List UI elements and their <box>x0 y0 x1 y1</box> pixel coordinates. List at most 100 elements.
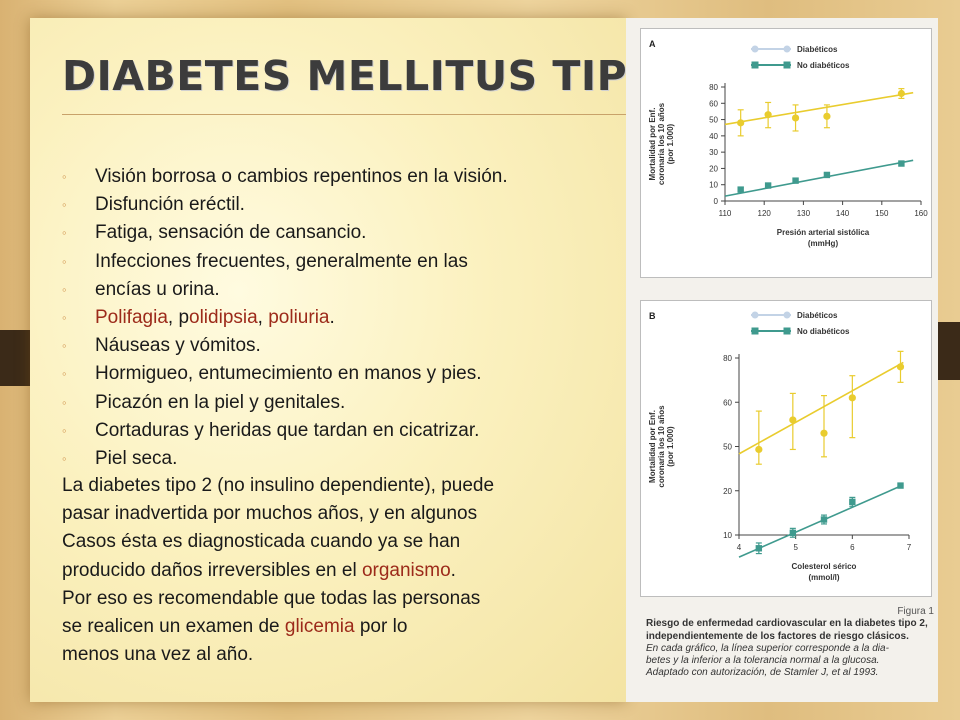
text-run: . <box>450 559 456 581</box>
data-point-diabetic <box>897 89 905 98</box>
bullet-marker-icon: ◦ <box>62 253 67 269</box>
legend-marker-diabetic <box>751 45 759 53</box>
y-axis-title-line: Mortalidad por Enf. <box>648 108 657 181</box>
data-point-diabetic <box>896 363 905 371</box>
bullet-marker-icon: ◦ <box>62 225 67 241</box>
bullet-item: ◦ Náuseas y vómitos. <box>62 332 508 360</box>
text-run: Picazón en la piel y genitales. <box>95 391 346 413</box>
data-point-diabetic <box>755 445 763 454</box>
y-tick-label: 50 <box>709 116 718 125</box>
y-axis-title-line: (por 1.000) <box>666 123 675 164</box>
legend-label-diabetic: Diabéticos <box>797 45 838 54</box>
bullet-item: ◦ Disfunción eréctil. <box>62 191 508 219</box>
legend-label-diabetic: Diabéticos <box>797 311 838 320</box>
chart-panel-a: A Diabéticos No diabéticos 0 10 20 30 40 50 60 80 1… <box>640 28 932 278</box>
y-axis-title-line: coronaria los 10 años <box>657 405 666 488</box>
paragraph-line: se realicen un examen de glicemia por lo <box>62 613 602 641</box>
bullet-marker-icon: ◦ <box>62 394 67 410</box>
bullet-item: ◦ Visión borrosa o cambios repentinos en … <box>62 163 508 191</box>
y-tick-label: 80 <box>723 354 732 363</box>
bullet-marker-icon: ◦ <box>62 422 67 438</box>
text-run: , p <box>167 307 190 329</box>
paragraph-line: menos una vez al año. <box>62 641 602 669</box>
y-tick-label: 0 <box>714 197 719 206</box>
data-point-nondiabetic <box>823 171 831 179</box>
panel-letter: B <box>649 311 656 321</box>
text-run: pasar inadvertida por muchos años, y en … <box>62 503 478 525</box>
text-run: Visión borrosa o cambios repentinos en l… <box>95 166 508 187</box>
text-run: se realicen un examen de <box>62 616 285 638</box>
x-tick-label: 130 <box>797 209 811 218</box>
caption-line: Adaptado con autorización, de Stamler J,… <box>646 667 879 679</box>
bullet-marker-icon: ◦ <box>62 366 67 382</box>
x-tick-label: 120 <box>758 209 772 218</box>
title-underline <box>62 114 626 115</box>
trend-line-diabetic <box>724 91 914 126</box>
data-point-diabetic <box>789 416 797 424</box>
x-tick-label: 140 <box>836 209 850 218</box>
chart-b-svg: B Diabéticos No diabéticos 10 20 50 60 80 4 5 6 7 Co… <box>648 311 912 582</box>
data-point-nondiabetic <box>820 516 828 523</box>
legend-label-nondiabetic: No diabéticos <box>797 327 850 336</box>
symptom-list: ◦ Visión borrosa o cambios repentinos en … <box>62 163 508 473</box>
caption-line: En cada gráfico, la línea superior corre… <box>646 642 889 654</box>
x-axis-title: Colesterol sérico <box>792 562 857 571</box>
data-point-nondiabetic <box>755 545 763 552</box>
text-run: Náuseas y vómitos. <box>95 335 261 357</box>
legend-marker-diabetic <box>783 45 791 53</box>
legend-marker-diabetic <box>783 311 791 319</box>
text-run: Casos ésta es diagnosticada cuando ya se… <box>62 531 461 553</box>
bullet-marker-icon: ◦ <box>62 169 67 184</box>
y-tick-label: 80 <box>709 83 718 92</box>
x-tick-label: 160 <box>914 209 928 218</box>
x-tick-label: 7 <box>907 543 912 552</box>
paragraph-line: producido daños irreversibles en el orga… <box>62 557 602 585</box>
text-run: La diabetes tipo 2 (no insulino dependie… <box>62 475 495 496</box>
bullet-marker-icon: ◦ <box>62 281 67 297</box>
text-run: encías u orina. <box>95 278 220 300</box>
data-point-nondiabetic <box>737 186 744 193</box>
description-paragraph: La diabetes tipo 2 (no insulino dependie… <box>62 472 602 669</box>
paragraph-line: La diabetes tipo 2 (no insulino dependie… <box>62 472 602 500</box>
x-tick-label: 5 <box>793 543 798 552</box>
y-tick-label: 60 <box>709 99 718 108</box>
bullet-item: ◦ Fatiga, sensación de cansancio. <box>62 219 508 247</box>
caption-line: betes y la inferior a la tolerancia norm… <box>646 655 880 667</box>
slide-panel <box>30 18 626 702</box>
data-point-nondiabetic <box>849 498 856 506</box>
legend-marker-diabetic <box>751 311 759 319</box>
text-run: Hormigueo, entumecimiento en manos y pie… <box>95 363 482 385</box>
bullet-item: ◦ Picazón en la piel y genitales. <box>62 389 508 417</box>
legend-marker-nondiabetic <box>783 327 791 335</box>
x-tick-label: 4 <box>737 543 742 552</box>
figure-caption: Figura 1 Riesgo de enfermedad cardiovasc… <box>646 606 934 680</box>
paragraph-line: Casos ésta es diagnosticada cuando ya se… <box>62 528 602 556</box>
y-tick-label: 10 <box>709 181 718 190</box>
data-point-nondiabetic <box>789 529 797 536</box>
figure-label: Figura 1 <box>897 606 934 617</box>
highlighted-term: poliuria <box>268 307 330 329</box>
bullet-item: ◦ Piel seca. <box>62 445 508 473</box>
data-point-diabetic <box>737 119 745 127</box>
data-point-diabetic <box>848 394 856 402</box>
bullet-marker-icon: ◦ <box>62 197 67 213</box>
text-run: Infecciones frecuentes, generalmente en … <box>95 250 468 272</box>
y-axis-title-line: Mortalidad por Enf. <box>648 410 657 483</box>
text-run: Piel seca. <box>95 448 178 470</box>
data-point-diabetic <box>823 112 831 120</box>
slide-title: DIABETES MELLITUS TIPO 2 <box>62 52 707 100</box>
paragraph-line: Por eso es recomendable que todas las pe… <box>62 585 602 613</box>
bullet-item: ◦ Infecciones frecuentes, generalmente en… <box>62 248 508 276</box>
y-tick-label: 40 <box>709 132 718 141</box>
trend-line-diabetic <box>738 361 904 455</box>
data-point-nondiabetic <box>897 482 904 489</box>
bullet-item: ◦ Polifagia, polidipsia, poliuria. <box>62 304 508 332</box>
data-point-nondiabetic <box>764 182 772 189</box>
text-run: , <box>257 307 269 329</box>
text-run: Fatiga, sensación de cansancio. <box>95 222 367 244</box>
y-tick-label: 30 <box>709 148 718 157</box>
y-tick-label: 20 <box>709 164 718 173</box>
text-run: producido daños irreversibles en el <box>62 559 362 581</box>
bullet-marker-icon: ◦ <box>62 451 67 467</box>
chart-a-svg: A Diabéticos No diabéticos 0 10 20 30 40 50 60 80 1… <box>648 39 928 248</box>
